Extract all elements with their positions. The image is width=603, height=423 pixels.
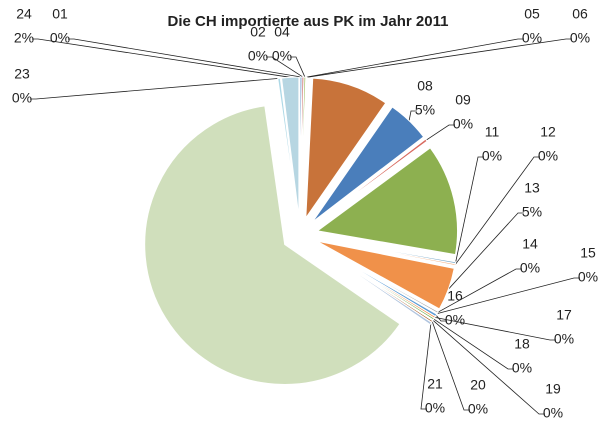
leader-line: [32, 38, 291, 78]
pie-slice: [314, 138, 428, 225]
leader-line: [68, 38, 302, 78]
leader-line: [420, 323, 432, 410]
slice-value-label: 2%: [14, 30, 34, 46]
slice-value-label: 0%: [570, 30, 590, 46]
slice-label: 20: [470, 377, 486, 393]
slice-label: 04: [274, 24, 290, 40]
slice-value-label: 0%: [425, 400, 445, 416]
slice-label: 15: [580, 245, 596, 261]
leader-line: [448, 212, 524, 290]
pie-slice: [316, 240, 455, 310]
slice-value-label: 0%: [272, 48, 292, 64]
slice-value-label: 0%: [538, 148, 558, 164]
chart-title: Die CH importierte aus PK im Jahr 2011: [168, 13, 449, 30]
leader-line: [266, 56, 304, 78]
slice-label: 24: [16, 6, 32, 22]
leader-line: [455, 156, 484, 263]
leader-line: [434, 316, 556, 341]
slice-value-label: 0%: [554, 331, 574, 347]
slice-label: 21: [427, 376, 443, 392]
slice-label: 08: [417, 78, 433, 94]
slice-label: 02: [250, 24, 266, 40]
slice-label: 12: [540, 124, 556, 140]
slice-label: 05: [524, 6, 540, 22]
leader-line: [454, 156, 540, 265]
leader-line: [431, 321, 470, 411]
slice-label: 16: [447, 288, 463, 304]
slice-value-label: 0%: [512, 360, 532, 376]
leader-line: [306, 38, 524, 78]
pie-slice: [144, 105, 401, 385]
slice-value-label: 0%: [12, 90, 32, 106]
leader-line: [433, 318, 514, 370]
leader-line: [290, 56, 306, 78]
slice-label: 11: [485, 124, 500, 140]
slice-label: 14: [522, 236, 538, 252]
pie-slice: [312, 106, 425, 223]
slice-label: 17: [556, 307, 572, 323]
leader-line: [432, 319, 545, 415]
pie-slice: [281, 76, 300, 218]
leader-line: [437, 268, 522, 313]
slice-value-label: 0%: [522, 30, 542, 46]
slice-value-label: 0%: [445, 312, 465, 328]
leader-line: [30, 78, 280, 100]
slice-label: 13: [524, 180, 540, 196]
pie-slice: [315, 243, 439, 314]
slice-label: 06: [572, 6, 588, 22]
slice-value-label: 5%: [522, 204, 542, 220]
slice-value-label: 0%: [578, 269, 598, 285]
slice-value-label: 0%: [453, 116, 473, 132]
slice-value-label: 5%: [415, 102, 435, 118]
leader-line: [435, 315, 447, 322]
slice-value-label: 0%: [543, 405, 563, 421]
leader-line: [307, 38, 572, 78]
leader-line: [436, 277, 580, 314]
pie-slice: [305, 77, 387, 220]
slice-label: 18: [514, 336, 530, 352]
slice-value-label: 0%: [482, 148, 502, 164]
slice-value-label: 0%: [520, 260, 540, 276]
slice-label: 09: [455, 92, 471, 108]
slice-label: 01: [52, 6, 68, 22]
slice-label: 19: [545, 381, 561, 397]
slice-label: 23: [14, 66, 30, 82]
leader-line: [426, 124, 455, 141]
slice-value-label: 0%: [248, 48, 268, 64]
slice-value-label: 0%: [50, 30, 70, 46]
slice-value-label: 0%: [468, 401, 488, 417]
pie-slice: [317, 237, 457, 265]
pie-slice: [277, 77, 299, 218]
pie-slice: [316, 147, 458, 256]
pie-slice: [299, 76, 303, 218]
leader-line: [408, 110, 417, 121]
